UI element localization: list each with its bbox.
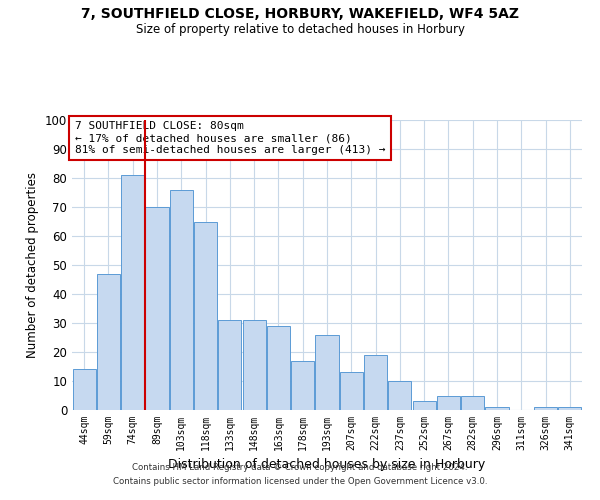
- Text: 7 SOUTHFIELD CLOSE: 80sqm
← 17% of detached houses are smaller (86)
81% of semi-: 7 SOUTHFIELD CLOSE: 80sqm ← 17% of detac…: [74, 122, 385, 154]
- X-axis label: Distribution of detached houses by size in Horbury: Distribution of detached houses by size …: [169, 458, 485, 471]
- Bar: [316, 334, 338, 410]
- Bar: [340, 372, 363, 410]
- Text: Contains public sector information licensed under the Open Government Licence v3: Contains public sector information licen…: [113, 477, 487, 486]
- Bar: [388, 381, 412, 410]
- Text: 7, SOUTHFIELD CLOSE, HORBURY, WAKEFIELD, WF4 5AZ: 7, SOUTHFIELD CLOSE, HORBURY, WAKEFIELD,…: [81, 8, 519, 22]
- Bar: [364, 355, 387, 410]
- Y-axis label: Number of detached properties: Number of detached properties: [26, 172, 40, 358]
- Bar: [291, 360, 314, 410]
- Bar: [121, 175, 144, 410]
- Bar: [413, 402, 436, 410]
- Bar: [170, 190, 193, 410]
- Bar: [242, 320, 266, 410]
- Bar: [218, 320, 241, 410]
- Bar: [461, 396, 484, 410]
- Bar: [485, 407, 509, 410]
- Bar: [437, 396, 460, 410]
- Bar: [73, 370, 95, 410]
- Text: Contains HM Land Registry data © Crown copyright and database right 2024.: Contains HM Land Registry data © Crown c…: [132, 464, 468, 472]
- Bar: [97, 274, 120, 410]
- Bar: [534, 407, 557, 410]
- Bar: [194, 222, 217, 410]
- Bar: [145, 207, 169, 410]
- Bar: [559, 407, 581, 410]
- Text: Size of property relative to detached houses in Horbury: Size of property relative to detached ho…: [136, 22, 464, 36]
- Bar: [267, 326, 290, 410]
